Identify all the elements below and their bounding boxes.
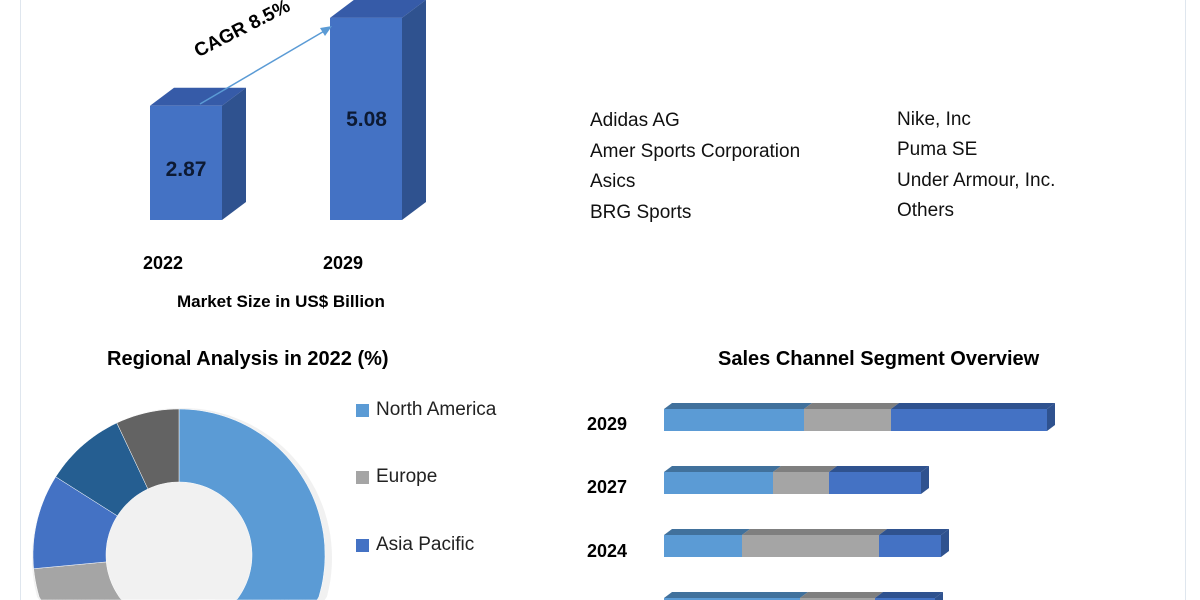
player-name: Under Armour, Inc. — [897, 170, 1056, 191]
bar-side-2022 — [222, 87, 246, 220]
player-name: Others — [897, 200, 955, 221]
legend-asia-pacific: Asia Pacific — [356, 534, 474, 556]
bar-label-2022: 2.87 — [165, 158, 207, 181]
segment-top — [742, 529, 887, 535]
player-name: Asics — [590, 171, 636, 192]
player-name: BRG Sports — [590, 202, 692, 223]
left-divider — [20, 0, 21, 600]
bar-end-face — [921, 466, 929, 494]
legend-label: Europe — [376, 466, 438, 487]
y-tick-2029: 2029 — [587, 414, 628, 434]
bar-end-face — [935, 592, 943, 600]
segment-2027-0 — [664, 472, 773, 494]
segment-2024-1 — [742, 535, 879, 557]
donut-slice-4 — [116, 408, 180, 490]
market-xlabel: Market Size in US$ Billion — [177, 292, 385, 311]
segment-top — [804, 403, 899, 409]
donut-slice-north-america — [178, 408, 326, 600]
segment-2027-1 — [773, 472, 829, 494]
legend-europe: Europe — [356, 466, 437, 488]
sales-channel-title: Sales Channel Segment Overview — [718, 348, 1040, 370]
segment-top — [875, 592, 943, 598]
bar-end-face — [1047, 403, 1055, 431]
segment-2029-1 — [804, 409, 891, 431]
bar-end-face — [941, 529, 949, 557]
legend-swatch — [356, 470, 369, 484]
segment-top — [879, 529, 949, 535]
player-name: Puma SE — [897, 139, 978, 160]
segment-top — [891, 403, 1055, 409]
legend-label: North America — [376, 399, 497, 420]
segment-2024-0 — [664, 535, 742, 557]
segment-partial-0 — [664, 598, 800, 600]
legend-swatch — [356, 403, 369, 417]
segment-partial-2 — [875, 598, 935, 600]
y-tick-2027: 2027 — [587, 477, 628, 497]
x-tick-2029: 2029 — [323, 253, 364, 273]
segment-top — [829, 466, 929, 472]
segment-top — [664, 529, 750, 535]
bar-2022 — [150, 105, 222, 220]
right-divider — [1185, 0, 1186, 600]
legend-north-america: North America — [356, 399, 496, 421]
segment-top — [664, 592, 808, 598]
player-name: Adidas AG — [590, 110, 680, 131]
segment-2029-0 — [664, 409, 804, 431]
x-tick-2022: 2022 — [143, 253, 184, 273]
bar-side-2029 — [402, 0, 426, 220]
y-tick-2024: 2024 — [587, 541, 628, 561]
cagr-arrow-head — [320, 26, 332, 36]
segment-top — [664, 403, 812, 409]
segment-2029-2 — [891, 409, 1047, 431]
segment-2027-2 — [829, 472, 921, 494]
segment-top — [800, 592, 883, 598]
regional-title: Regional Analysis in 2022 (%) — [107, 348, 389, 370]
legend-swatch — [356, 538, 369, 552]
segment-top — [664, 466, 781, 472]
cagr-arrow-line — [199, 29, 327, 105]
bar-2029 — [330, 17, 402, 221]
bar-top-2029 — [330, 0, 426, 18]
player-name: Nike, Inc — [897, 109, 971, 130]
segment-top — [773, 466, 837, 472]
bar-top-2022 — [150, 87, 246, 106]
segment-2024-2 — [879, 535, 941, 557]
segment-partial-1 — [800, 598, 875, 600]
bar-label-2029: 5.08 — [346, 108, 387, 131]
player-name: Amer Sports Corporation — [590, 141, 801, 162]
legend-label: Asia Pacific — [376, 534, 475, 555]
